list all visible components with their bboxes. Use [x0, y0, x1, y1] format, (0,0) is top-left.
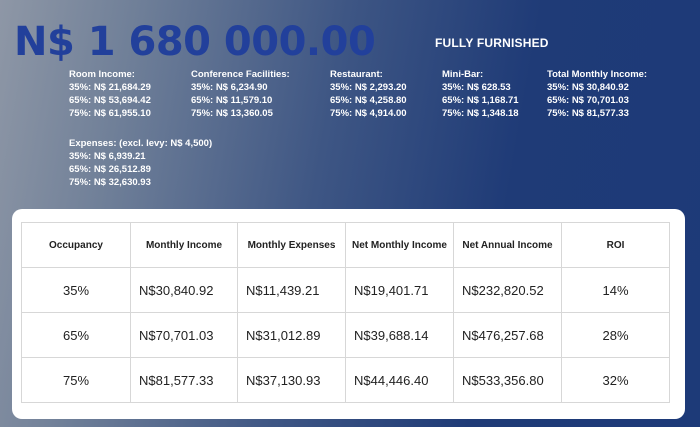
net-monthly-income-cell: N$39,688.14	[345, 312, 454, 358]
monthly-income-cell: N$30,840.92	[130, 267, 238, 313]
net-annual-income-cell: N$232,820.52	[453, 267, 562, 313]
conference-income-title: Conference Facilities:	[191, 69, 290, 80]
expenses-65: 65%: N$ 26,512.89	[69, 164, 151, 175]
total-income-block: Total Monthly Income: 35%: N$ 30,840.92 …	[547, 68, 647, 120]
occupancy-cell: 75%	[21, 357, 131, 403]
occupancy-cell: 35%	[21, 267, 131, 313]
col-header-monthly-expenses: Monthly Expenses	[237, 222, 346, 268]
minibar-income-block: Mini-Bar: 35%: N$ 628.53 65%: N$ 1,168.7…	[442, 68, 519, 120]
col-header-net-annual-income: Net Annual Income	[453, 222, 562, 268]
table-row: 75% N$81,577.33 N$37,130.93 N$44,446.40 …	[21, 357, 670, 403]
restaurant-income-35: 35%: N$ 2,293.20	[330, 82, 407, 93]
room-income-title: Room Income:	[69, 69, 135, 80]
conference-income-block: Conference Facilities: 35%: N$ 6,234.90 …	[191, 68, 290, 120]
room-income-35: 35%: N$ 21,684.29	[69, 82, 151, 93]
restaurant-income-75: 75%: N$ 4,914.00	[330, 108, 407, 119]
occupancy-cell: 65%	[21, 312, 131, 358]
roi-table: Occupancy Monthly Income Monthly Expense…	[21, 222, 670, 403]
conference-income-35: 35%: N$ 6,234.90	[191, 82, 268, 93]
col-header-net-monthly-income: Net Monthly Income	[345, 222, 454, 268]
monthly-income-cell: N$81,577.33	[130, 357, 238, 403]
restaurant-income-65: 65%: N$ 4,258.80	[330, 95, 407, 106]
restaurant-income-title: Restaurant:	[330, 69, 383, 80]
table-row: 65% N$70,701.03 N$31,012.89 N$39,688.14 …	[21, 312, 670, 358]
total-income-title: Total Monthly Income:	[547, 69, 648, 80]
monthly-expenses-cell: N$11,439.21	[237, 267, 346, 313]
expenses-title: Expenses: (excl. levy: N$ 4,500)	[69, 138, 213, 149]
total-income-35: 35%: N$ 30,840.92	[547, 82, 629, 93]
roi-cell: 28%	[561, 312, 670, 358]
conference-income-65: 65%: N$ 11,579.10	[191, 95, 273, 106]
restaurant-income-block: Restaurant: 35%: N$ 2,293.20 65%: N$ 4,2…	[330, 68, 407, 120]
room-income-65: 65%: N$ 53,694.42	[69, 95, 151, 106]
table-header-row: Occupancy Monthly Income Monthly Expense…	[21, 222, 670, 268]
furnished-label: FULLY FURNISHED	[435, 36, 549, 50]
monthly-expenses-cell: N$37,130.93	[237, 357, 346, 403]
expenses-block: Expenses: (excl. levy: N$ 4,500) 35%: N$…	[69, 137, 212, 189]
roi-cell: 32%	[561, 357, 670, 403]
net-monthly-income-cell: N$19,401.71	[345, 267, 454, 313]
table-row: 35% N$30,840.92 N$11,439.21 N$19,401.71 …	[21, 267, 670, 313]
minibar-income-title: Mini-Bar:	[442, 69, 484, 80]
room-income-75: 75%: N$ 61,955.10	[69, 108, 151, 119]
net-monthly-income-cell: N$44,446.40	[345, 357, 454, 403]
minibar-income-35: 35%: N$ 628.53	[442, 82, 511, 93]
net-annual-income-cell: N$533,356.80	[453, 357, 562, 403]
total-income-75: 75%: N$ 81,577.33	[547, 108, 629, 119]
roi-cell: 14%	[561, 267, 670, 313]
col-header-occupancy: Occupancy	[21, 222, 131, 268]
conference-income-75: 75%: N$ 13,360.05	[191, 108, 273, 119]
expenses-75: 75%: N$ 32,630.93	[69, 177, 151, 188]
net-annual-income-cell: N$476,257.68	[453, 312, 562, 358]
total-income-65: 65%: N$ 70,701.03	[547, 95, 629, 106]
expenses-35: 35%: N$ 6,939.21	[69, 151, 146, 162]
col-header-roi: ROI	[561, 222, 670, 268]
roi-table-card: Occupancy Monthly Income Monthly Expense…	[12, 209, 685, 419]
monthly-income-cell: N$70,701.03	[130, 312, 238, 358]
property-price: N$ 1 680 000.00	[14, 19, 376, 65]
col-header-monthly-income: Monthly Income	[130, 222, 238, 268]
minibar-income-75: 75%: N$ 1,348.18	[442, 108, 519, 119]
minibar-income-65: 65%: N$ 1,168.71	[442, 95, 519, 106]
monthly-expenses-cell: N$31,012.89	[237, 312, 346, 358]
room-income-block: Room Income: 35%: N$ 21,684.29 65%: N$ 5…	[69, 68, 151, 120]
